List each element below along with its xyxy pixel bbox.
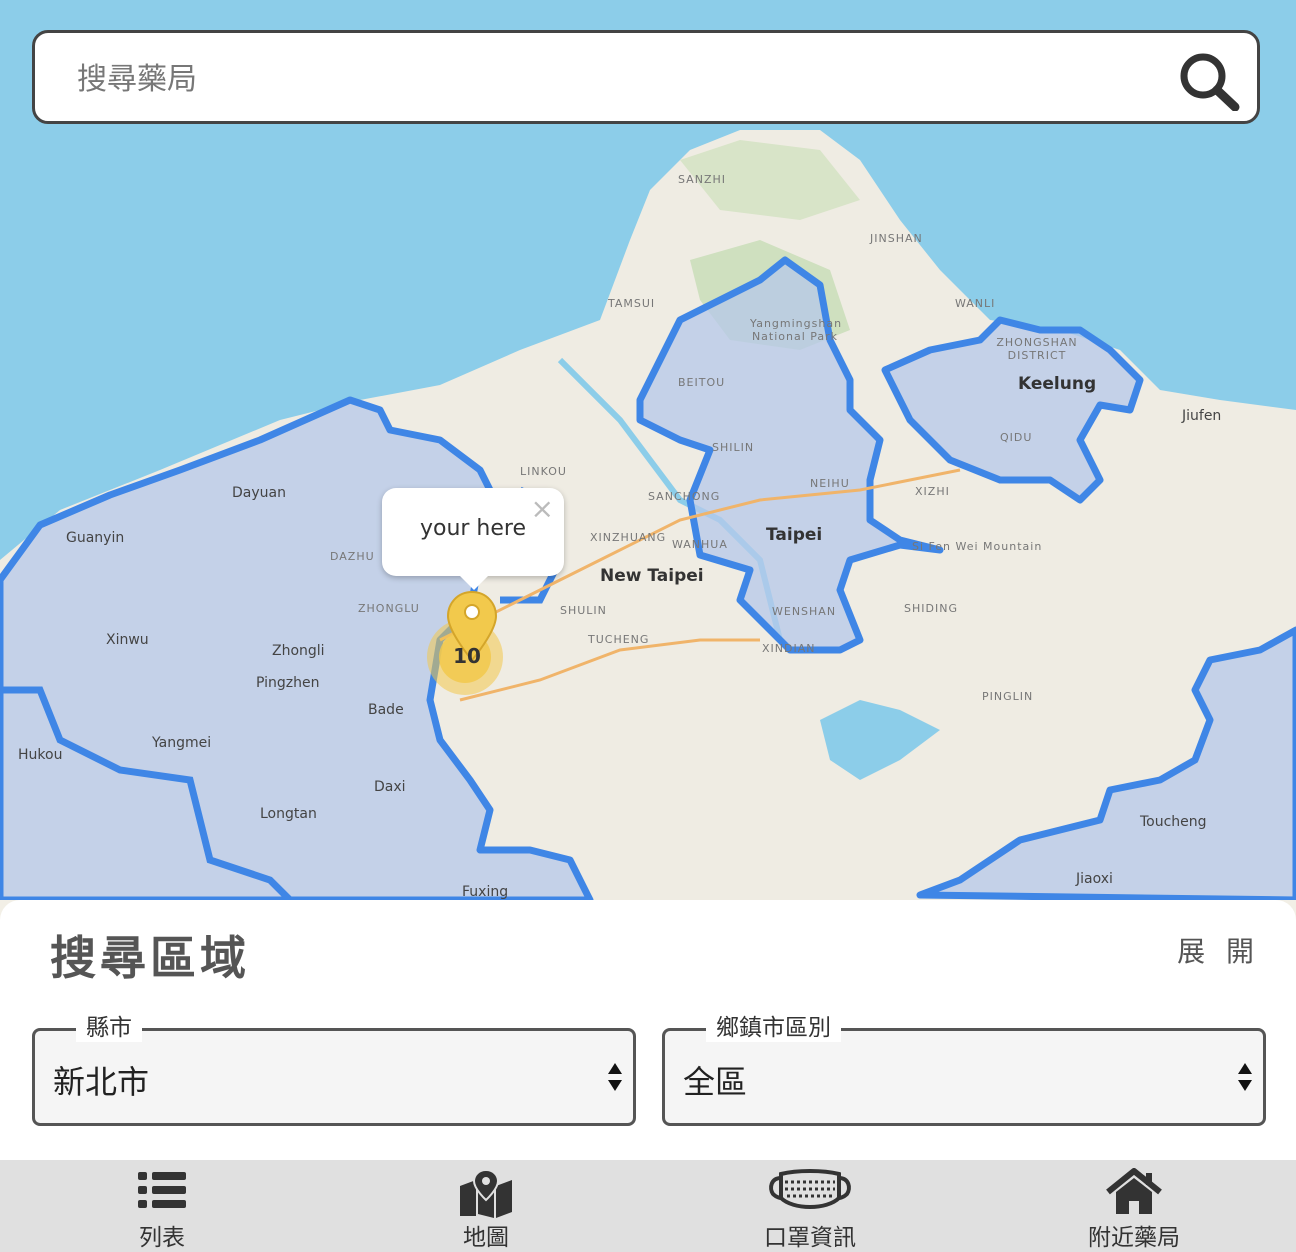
map-label-hukou: Hukou: [18, 747, 63, 763]
map-label-jiufen: Jiufen: [1182, 408, 1222, 424]
nav-label-mask-info: 口罩資訊: [764, 1225, 856, 1251]
nav-label-list: 列表: [139, 1225, 185, 1251]
map-label-keelung: Keelung: [1018, 374, 1097, 394]
map-label-tamsui: TAMSUI: [608, 297, 656, 310]
map-label-new-taipei: New Taipei: [600, 566, 704, 586]
map-label-xindian: XINDIAN: [762, 642, 816, 655]
map-label-jiaoxi: Jiaoxi: [1076, 871, 1113, 887]
nav-item-mask-info[interactable]: 口罩資訊: [648, 1160, 972, 1252]
map-label-shiding: SHIDING: [904, 602, 958, 615]
district-select-value: 全區: [683, 1063, 748, 1101]
map-label-yangmei: Yangmei: [152, 735, 212, 751]
region-keelung: [881, 316, 1144, 504]
map-label-wanhua: WANHUA: [672, 538, 728, 551]
nav-label-map: 地圖: [463, 1225, 509, 1251]
cluster-count[interactable]: 10: [453, 644, 481, 668]
search-area-panel: 搜尋區域 展 開 新北市 縣市 全區 鄉鎮市區別: [0, 900, 1296, 1160]
close-icon[interactable]: ×: [530, 492, 554, 525]
expand-toggle[interactable]: 展 開: [1177, 935, 1260, 968]
panel-title: 搜尋區域: [50, 931, 250, 985]
nav-label-nearby: 附近藥局: [1088, 1225, 1180, 1251]
location-popup: your here ×: [382, 488, 564, 590]
map-label-sanchong: SANCHONG: [648, 490, 721, 503]
popup-text: your here: [419, 516, 527, 541]
mask-icon: [769, 1169, 851, 1209]
county-select-label: 縣市: [76, 1008, 142, 1042]
map-label-dayuan: Dayuan: [232, 485, 286, 501]
district-select-label: 鄉鎮市區別: [706, 1008, 841, 1042]
map-label-zhonglu: ZHONGLU: [358, 602, 420, 615]
map-label-pinglin: PINGLIN: [982, 690, 1034, 703]
select-arrows-icon: [608, 1063, 622, 1091]
bottom-nav: 列表 地圖 口罩資訊 附近藥局: [0, 1160, 1296, 1252]
list-icon: [138, 1172, 186, 1208]
map-label-tucheng: TUCHENG: [588, 633, 650, 646]
nav-item-nearby[interactable]: 附近藥局: [972, 1160, 1296, 1252]
map-label-neihu: NEIHU: [810, 477, 850, 490]
map-label-jinshan: JINSHAN: [870, 232, 923, 245]
region-taoyuan-north: [0, 686, 293, 900]
search-bar: [32, 30, 1260, 124]
location-pin: [446, 590, 498, 662]
map-label-toucheng: Toucheng: [1140, 814, 1207, 830]
map-label-dazhu: DAZHU: [330, 550, 375, 563]
search-icon: [1180, 53, 1240, 112]
county-select[interactable]: 新北市: [32, 1028, 636, 1126]
map-label-xinzhuang: XINZHUANG: [590, 531, 667, 544]
search-button[interactable]: [1177, 51, 1243, 112]
search-input[interactable]: [75, 53, 1159, 105]
map-label-zhongli: Zhongli: [272, 643, 325, 659]
map-canvas[interactable]: [0, 0, 1296, 900]
map-icon: [460, 1168, 512, 1218]
region-yilan: [916, 626, 1296, 900]
map-label-taipei: Taipei: [766, 525, 823, 545]
map-view[interactable]: SANZHI JINSHAN TAMSUI WANLI Yangmingshan…: [0, 0, 1296, 900]
nav-item-list[interactable]: 列表: [0, 1160, 324, 1252]
map-label-beitou: BEITOU: [678, 376, 726, 389]
map-label-qidu: QIDU: [1000, 431, 1033, 444]
map-label-longtan: Longtan: [260, 806, 317, 822]
map-label-linkou: LINKOU: [520, 465, 567, 478]
map-label-xinwu: Xinwu: [106, 632, 149, 648]
map-label-xizhi: XIZHI: [915, 485, 950, 498]
county-select-value: 新北市: [53, 1063, 150, 1101]
map-label-bade: Bade: [368, 702, 404, 718]
map-label-wanli: WANLI: [955, 297, 996, 310]
map-label-guanyin: Guanyin: [66, 530, 125, 546]
region-taipei: [636, 256, 944, 654]
home-icon: [1106, 1168, 1162, 1214]
map-label-daxi: Daxi: [374, 779, 406, 795]
map-label-shulin: SHULIN: [560, 604, 607, 617]
map-label-fuxing: Fuxing: [462, 884, 509, 900]
map-label-sanzhi: SANZHI: [678, 173, 726, 186]
map-label-zhongshan-district: ZHONGSHAN DISTRICT: [996, 336, 1078, 362]
map-label-pingzhen: Pingzhen: [256, 675, 320, 691]
district-select[interactable]: 全區: [662, 1028, 1266, 1126]
map-label-wenshan: WENSHAN: [772, 605, 837, 618]
nav-item-map[interactable]: 地圖: [324, 1160, 648, 1252]
map-label-shilin: SHILIN: [712, 441, 755, 454]
map-label-shifen: Si Fen Wei Mountain: [912, 540, 1043, 553]
map-label-yangmingshan: Yangmingshan National Park: [750, 317, 843, 343]
select-arrows-icon: [1238, 1063, 1252, 1091]
